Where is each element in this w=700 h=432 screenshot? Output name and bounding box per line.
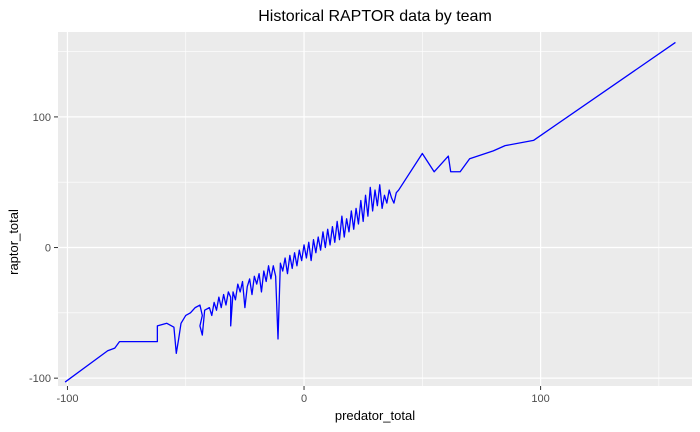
y-tick-label: -100: [29, 373, 51, 385]
x-tick-label: 100: [531, 393, 549, 405]
x-tick-label: -100: [56, 393, 78, 405]
y-tick-label: 0: [45, 243, 51, 255]
plot-panel: [58, 32, 692, 386]
x-axis-title: predator_total: [335, 408, 415, 423]
chart-title: Historical RAPTOR data by team: [258, 8, 492, 25]
y-axis-title: raptor_total: [6, 209, 21, 275]
y-tick-label: 100: [33, 112, 51, 124]
major-gridlines: [58, 32, 692, 386]
minor-gridlines: [58, 32, 692, 386]
y-axis-ticks: -100 0 100: [29, 112, 58, 385]
x-tick-label: 0: [301, 393, 307, 405]
x-axis-ticks: -100 0 100: [56, 386, 550, 405]
series-line: [64, 41, 676, 383]
